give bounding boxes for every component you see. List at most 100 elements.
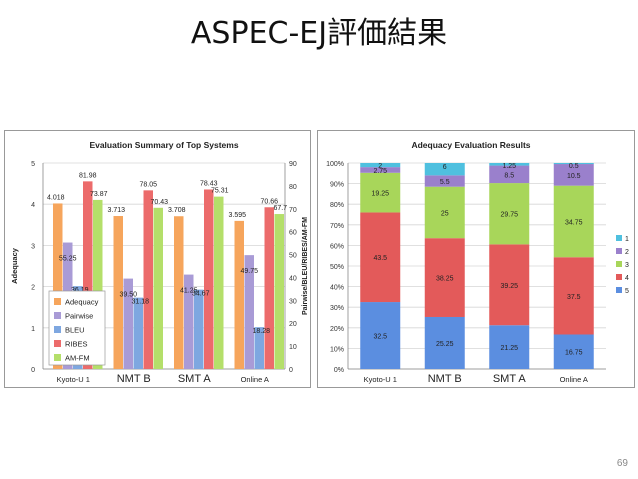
y-tick-label: 0 bbox=[31, 367, 35, 374]
adequacy-results-chart: Adequacy Evaluation Results0%10%20%30%40… bbox=[326, 140, 629, 385]
y-tick-label: 50% bbox=[330, 264, 344, 271]
data-label-pairwise-online-a: 49.75 bbox=[240, 268, 258, 275]
y-tick-label: 70% bbox=[330, 223, 344, 230]
data-label-4-online-a: 37.5 bbox=[567, 294, 581, 301]
x-tick-label-nmt-b: NMT B bbox=[117, 373, 151, 385]
data-label-1-smt-a: 1.25 bbox=[502, 163, 516, 170]
data-label-pairwise-kyoto-u-1: 55.25 bbox=[59, 256, 77, 263]
data-label-5-nmt-b: 25.25 bbox=[436, 341, 454, 348]
data-label-5-kyoto-u-1: 32.5 bbox=[373, 334, 387, 341]
y2-tick-label: 30 bbox=[289, 298, 297, 305]
y-tick-label: 60% bbox=[330, 243, 344, 250]
y-tick-label: 4 bbox=[31, 202, 35, 209]
bar-am-fm-kyoto-u-1 bbox=[93, 199, 103, 369]
data-label-2-online-a: 10.5 bbox=[567, 173, 581, 180]
bar-bleu-smt-a bbox=[194, 289, 204, 369]
segment-5-nmt-b bbox=[424, 316, 465, 369]
legend-swatch-5 bbox=[616, 287, 622, 293]
data-label-ribes-smt-a: 78.43 bbox=[200, 180, 218, 187]
bar-adequacy-nmt-b bbox=[113, 216, 123, 369]
data-label-4-nmt-b: 38.25 bbox=[436, 276, 454, 283]
y2-tick-label: 50 bbox=[289, 253, 297, 260]
segment-2-kyoto-u-1 bbox=[360, 167, 401, 173]
segment-2-smt-a bbox=[489, 165, 530, 184]
data-label-1-kyoto-u-1: 2 bbox=[378, 163, 382, 170]
x-tick-label-kyoto-u-1: Kyoto-U 1 bbox=[364, 375, 397, 384]
legend-label-3: 3 bbox=[625, 262, 629, 269]
bar-bleu-nmt-b bbox=[133, 297, 143, 369]
y2-tick-label: 20 bbox=[289, 321, 297, 328]
legend-swatch-1 bbox=[616, 235, 622, 241]
legend-label-pairwise: Pairwise bbox=[65, 312, 93, 321]
data-label-pairwise-nmt-b: 39.50 bbox=[119, 292, 137, 299]
y-tick-label: 40% bbox=[330, 285, 344, 292]
legend-swatch-ribes bbox=[54, 340, 61, 347]
data-label-ribes-online-a: 70.66 bbox=[260, 198, 278, 205]
data-label-3-smt-a: 29.75 bbox=[500, 212, 518, 219]
segment-1-nmt-b bbox=[424, 163, 465, 176]
x-tick-label-smt-a: SMT A bbox=[178, 373, 211, 385]
x-tick-label-online-a: Online A bbox=[560, 375, 588, 384]
bar-pairwise-online-a bbox=[244, 255, 254, 369]
bar-ribes-online-a bbox=[264, 207, 274, 369]
data-label-3-online-a: 34.75 bbox=[565, 219, 583, 226]
segment-1-online-a bbox=[553, 163, 594, 165]
chart-title: Evaluation Summary of Top Systems bbox=[89, 140, 238, 150]
segment-3-nmt-b bbox=[424, 186, 465, 239]
y-tick-label: 100% bbox=[326, 161, 344, 168]
legend-label-4: 4 bbox=[625, 275, 629, 282]
y-tick-label: 2 bbox=[31, 285, 35, 292]
y2-tick-label: 10 bbox=[289, 344, 297, 351]
segment-5-online-a bbox=[553, 334, 594, 369]
legend-label-1: 1 bbox=[625, 236, 629, 243]
y-axis-label: Adequacy bbox=[10, 247, 19, 284]
segment-1-smt-a bbox=[489, 163, 530, 166]
bar-pairwise-nmt-b bbox=[123, 278, 133, 369]
y-tick-label: 5 bbox=[31, 161, 35, 168]
data-label-2-kyoto-u-1: 2.75 bbox=[373, 168, 387, 175]
data-label-am-fm-smt-a: 75.31 bbox=[211, 188, 229, 195]
segment-3-online-a bbox=[553, 185, 594, 258]
segment-5-kyoto-u-1 bbox=[360, 302, 401, 369]
bar-pairwise-smt-a bbox=[184, 274, 194, 369]
segment-5-smt-a bbox=[489, 325, 530, 369]
data-label-4-kyoto-u-1: 43.5 bbox=[373, 255, 387, 262]
bar-ribes-nmt-b bbox=[143, 190, 153, 369]
y-tick-label: 1 bbox=[31, 326, 35, 333]
data-label-2-smt-a: 8.5 bbox=[504, 172, 514, 179]
data-label-am-fm-online-a: 67.7 bbox=[273, 205, 287, 212]
chart-title: Adequacy Evaluation Results bbox=[411, 140, 530, 150]
segment-4-kyoto-u-1 bbox=[360, 212, 401, 303]
data-label-5-online-a: 16.75 bbox=[565, 350, 583, 357]
bar-adequacy-online-a bbox=[234, 220, 244, 369]
segment-4-nmt-b bbox=[424, 238, 465, 317]
y-tick-label: 0% bbox=[334, 367, 344, 374]
data-label-3-kyoto-u-1: 19.25 bbox=[371, 191, 389, 198]
legend-swatch-2 bbox=[616, 248, 622, 254]
data-label-adequacy-online-a: 3.595 bbox=[228, 212, 246, 219]
y2-tick-label: 60 bbox=[289, 230, 297, 237]
data-label-ribes-nmt-b: 78.05 bbox=[139, 181, 157, 188]
x-tick-label-smt-a: SMT A bbox=[493, 373, 526, 385]
data-label-2-nmt-b: 5.5 bbox=[440, 179, 450, 186]
legend-swatch-adequacy bbox=[54, 298, 61, 305]
data-label-1-nmt-b: 6 bbox=[443, 164, 447, 171]
segment-3-smt-a bbox=[489, 183, 530, 245]
bar-am-fm-nmt-b bbox=[153, 207, 163, 369]
segment-2-online-a bbox=[553, 164, 594, 186]
y-tick-label: 90% bbox=[330, 182, 344, 189]
y2-tick-label: 80 bbox=[289, 184, 297, 191]
evaluation-summary-chart-panel: Evaluation Summary of Top Systems 0 1 2 3 4 5 0… bbox=[4, 130, 311, 388]
data-label-1-online-a: 0.5 bbox=[569, 163, 579, 170]
page-number: 69 bbox=[616, 458, 628, 469]
y-tick-label: 3 bbox=[31, 243, 35, 250]
data-label-5-smt-a: 21.25 bbox=[500, 345, 518, 352]
data-label-am-fm-nmt-b: 70.43 bbox=[150, 199, 168, 206]
legend-label-bleu: BLEU bbox=[65, 326, 85, 335]
data-label-4-smt-a: 39.25 bbox=[500, 283, 518, 290]
legend-swatch-am-fm bbox=[54, 354, 61, 361]
data-label-adequacy-nmt-b: 3.713 bbox=[107, 207, 125, 214]
y-tick-label: 80% bbox=[330, 202, 344, 209]
x-tick-label-online-a: Online A bbox=[241, 375, 269, 384]
data-label-bleu-online-a: 18.28 bbox=[252, 328, 270, 335]
